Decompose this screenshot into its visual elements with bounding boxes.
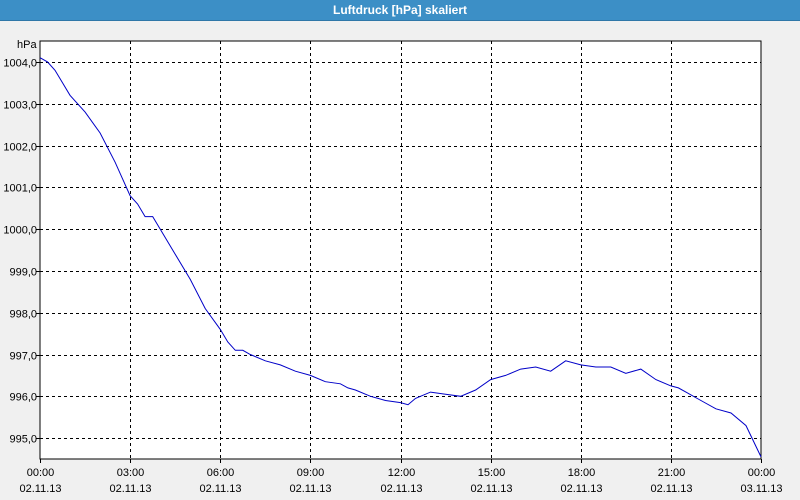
x-tick-label-time: 21:00: [658, 467, 686, 479]
x-tick-label-time: 15:00: [478, 467, 506, 479]
x-tick-label-date: 02.11.13: [289, 483, 331, 495]
y-tick-label: 999,0: [9, 267, 37, 279]
x-tick-label-time: 00:00: [27, 467, 55, 479]
y-tick-label: 1000,0: [3, 225, 37, 237]
x-tick-label-time: 12:00: [388, 467, 416, 479]
x-tick-label-date: 02.11.13: [560, 483, 602, 495]
y-tick-label: 1001,0: [3, 183, 37, 195]
x-tick-label-date: 03.11.13: [740, 483, 782, 495]
x-tick-label-time: 06:00: [207, 467, 235, 479]
x-tick-label-date: 02.11.13: [109, 483, 151, 495]
y-tick-label: 997,0: [9, 351, 37, 363]
chart-area: 1004,0 1003,0 1002,0 1001,0 1000,0 999,0 998,0…: [0, 21, 800, 500]
x-tick-label-date: 02.11.13: [650, 483, 692, 495]
x-tick-label-date: 02.11.13: [19, 483, 61, 495]
chart-svg: 1004,0 1003,0 1002,0 1001,0 1000,0 999,0 998,0…: [3, 39, 782, 495]
x-tick-label-time: 00:00: [748, 467, 776, 479]
x-tick-label-time: 18:00: [568, 467, 596, 479]
chart-title: Luftdruck [hPa] skaliert: [0, 0, 800, 21]
pressure-line: [39, 57, 762, 458]
x-tick-label-time: 09:00: [297, 467, 325, 479]
x-tick-label-date: 02.11.13: [470, 483, 512, 495]
y-tick-label: 1004,0: [3, 58, 37, 70]
y-tick-label: 996,0: [9, 392, 37, 404]
y-tick-label: 1002,0: [3, 142, 37, 154]
y-axis-label: hPa: [17, 39, 37, 51]
y-tick-label: 998,0: [9, 309, 37, 321]
x-tick-label-time: 03:00: [117, 467, 145, 479]
y-tick-label: 1003,0: [3, 100, 37, 112]
x-tick-label-date: 02.11.13: [380, 483, 422, 495]
y-tick-label: 995,0: [9, 434, 37, 446]
plot-area: [39, 40, 762, 460]
x-tick-label-date: 02.11.13: [199, 483, 241, 495]
